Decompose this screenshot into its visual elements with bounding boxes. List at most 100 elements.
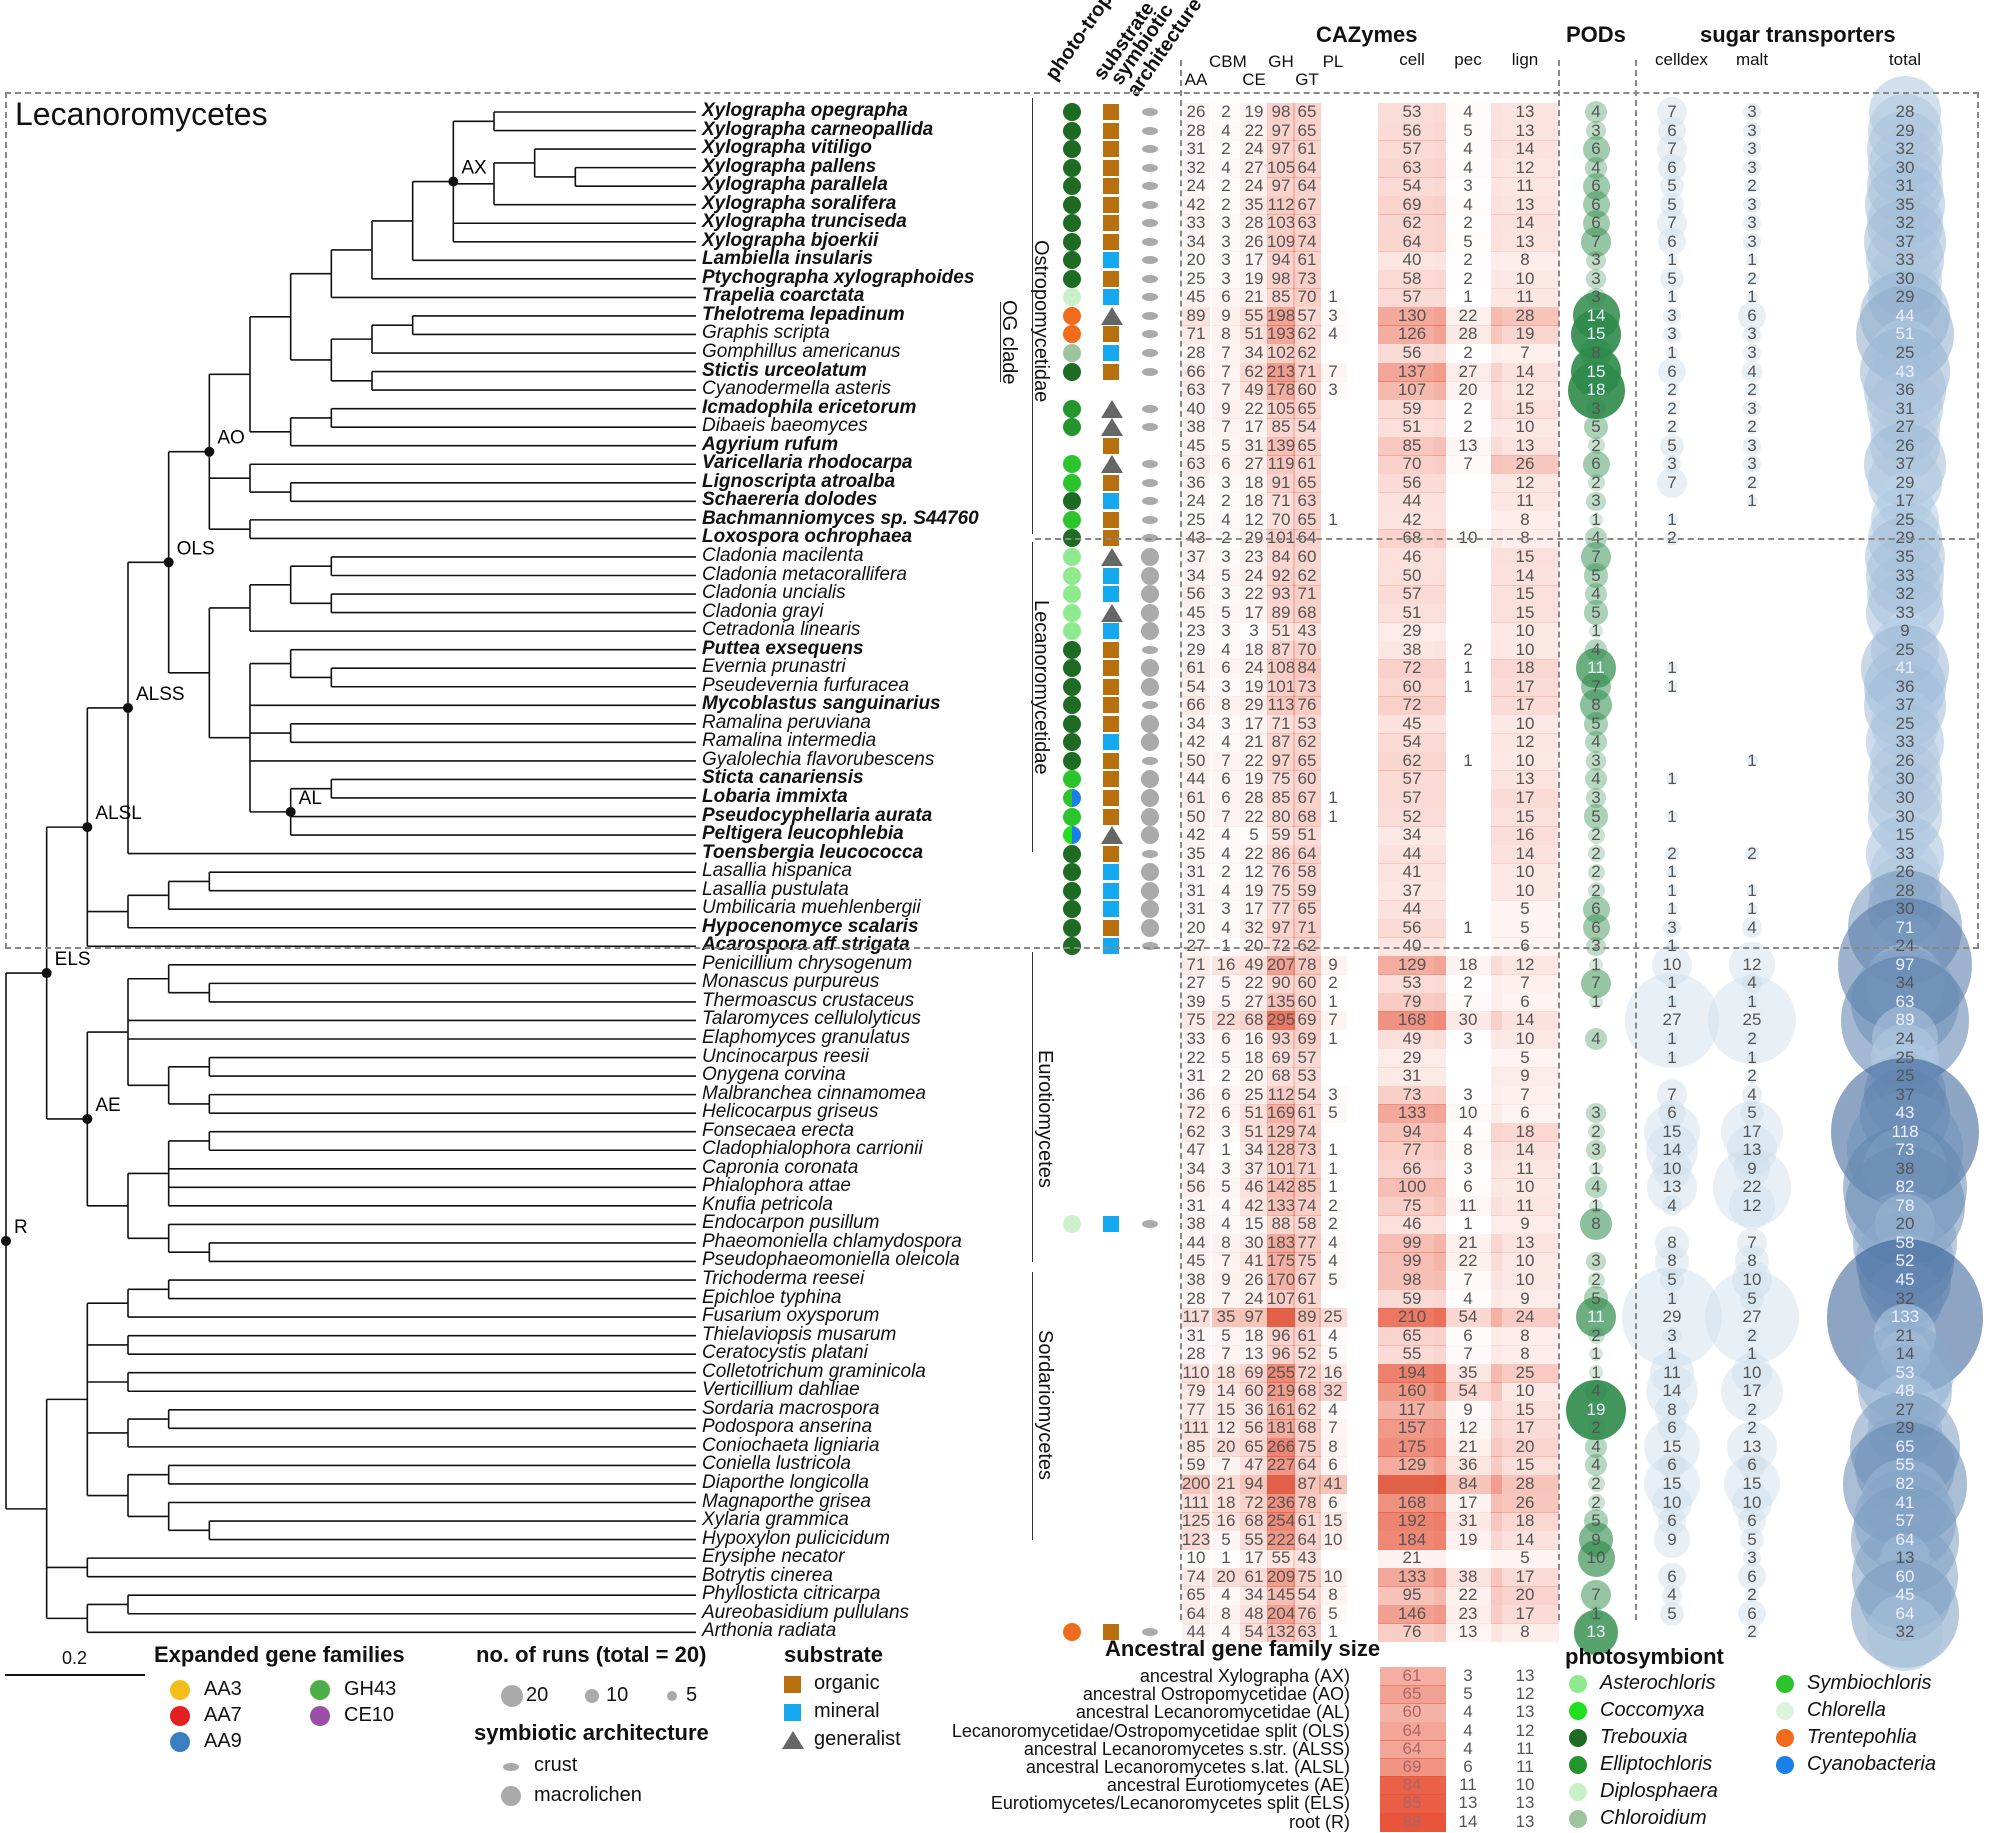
ancestral-lign: 12 <box>1515 1720 1535 1740</box>
value-GT: 63 <box>1297 213 1317 233</box>
value-lign: 28 <box>1515 305 1535 325</box>
column-header-malt: malt <box>1735 50 1769 69</box>
legend-runs-title: no. of runs (total = 20) <box>476 1642 707 1667</box>
value-lign: 5 <box>1520 1047 1530 1067</box>
value-malt: 3 <box>1747 343 1757 363</box>
value-malt: 25 <box>1742 1010 1762 1030</box>
value-celldex: 14 <box>1662 1140 1682 1160</box>
value-AA: 27 <box>1186 973 1206 993</box>
species-name: Stictis urceolatum <box>702 359 867 381</box>
transporter-bubble <box>1744 382 1760 398</box>
value-malt: 2 <box>1747 1399 1757 1419</box>
pod-bubble <box>1586 936 1606 957</box>
value-PODs: 8 <box>1591 1214 1601 1234</box>
crust-icon <box>1142 182 1158 191</box>
transporter-bubble <box>1720 1100 1784 1163</box>
transporter-bubble <box>1666 347 1678 359</box>
heat-cell <box>1378 140 1446 160</box>
runs-size-icon <box>667 1691 677 1701</box>
legend-expanded-item: AA9 <box>204 1730 242 1752</box>
value-celldex: 5 <box>1667 1270 1677 1290</box>
pod-bubble <box>1586 1103 1606 1123</box>
transporter-bubble <box>1660 266 1684 291</box>
value-CE: 51 <box>1244 324 1264 344</box>
value-PODs: 4 <box>1591 1381 1601 1401</box>
value-lign: 14 <box>1515 1010 1535 1030</box>
heat-cell <box>1293 103 1321 122</box>
value-lign: 10 <box>1515 1029 1535 1048</box>
value-malt: 2 <box>1747 1325 1757 1345</box>
value-celldex: 13 <box>1662 1177 1682 1197</box>
pod-bubble <box>1588 1346 1604 1362</box>
heat-cell <box>1212 362 1240 382</box>
mineral-icon <box>784 1704 801 1721</box>
value-lign: 20 <box>1515 1585 1535 1605</box>
value-GT: 73 <box>1297 268 1317 288</box>
substrate-organic-icon <box>1103 196 1119 213</box>
legend-photo-item: Symbiochloris <box>1807 1672 1932 1694</box>
value-lign: 19 <box>1515 324 1535 344</box>
photobiont-trebouxia-icon <box>1063 140 1081 159</box>
pod-bubble <box>1567 361 1625 419</box>
value-total: 38 <box>1895 1158 1915 1178</box>
pod-bubble <box>1586 250 1606 271</box>
transporter-bubble <box>1744 419 1760 435</box>
value-celldex: 11 <box>1663 1362 1681 1382</box>
value-PODs: 2 <box>1591 1473 1601 1493</box>
transporter-bubble <box>1740 1527 1764 1552</box>
value-cell: 160 <box>1397 1381 1427 1401</box>
node-label: AX <box>461 158 487 179</box>
value-CBM: 6 <box>1221 287 1231 307</box>
value-malt: 6 <box>1747 305 1757 325</box>
pod-bubble <box>1586 1140 1606 1160</box>
transporter-bubble <box>1660 433 1684 458</box>
transporter-bubble <box>1743 103 1761 121</box>
heat-cell <box>1378 232 1446 252</box>
crust-icon <box>1142 367 1158 376</box>
value-AA: 56 <box>1186 1177 1206 1197</box>
heat-cell <box>1212 344 1240 364</box>
value-GH: 97 <box>1271 139 1291 159</box>
value-CE: 21 <box>1244 287 1264 307</box>
value-cell: 73 <box>1402 1084 1422 1104</box>
value-pec: 3 <box>1463 1158 1473 1178</box>
pod-bubble <box>1587 1475 1605 1493</box>
value-PODs: 1 <box>1591 1603 1601 1623</box>
transporter-bubble <box>1621 1266 1723 1368</box>
substrate-organic-icon <box>1103 122 1119 139</box>
value-total: 78 <box>1895 1195 1915 1215</box>
value-cell: 57 <box>1402 287 1422 307</box>
value-PODs: 13 <box>1586 1622 1606 1642</box>
legend-expanded-item: AA3 <box>204 1678 242 1700</box>
value-lign: 11 <box>1516 1158 1534 1178</box>
value-lign: 10 <box>1515 268 1535 288</box>
value-malt: 10 <box>1742 1492 1762 1512</box>
value-pec: 7 <box>1463 991 1473 1011</box>
pod-bubble <box>1583 711 1609 737</box>
value-PODs: 1 <box>1591 1362 1601 1382</box>
species-name: Hypoxylon pulicicidum <box>702 1527 890 1549</box>
node-label: AL <box>299 788 322 809</box>
heat-cell <box>1240 121 1268 141</box>
species-name: Phaeomoniella chlamydospora <box>702 1230 962 1252</box>
value-pec: 9 <box>1463 1399 1473 1419</box>
species-name: Coniochaeta ligniaria <box>702 1434 880 1456</box>
heat-cell <box>1491 177 1559 197</box>
heat-cell <box>1182 306 1210 326</box>
heat-cell <box>1182 362 1210 382</box>
value-PODs: 1 <box>1591 1158 1601 1178</box>
value-lign: 9 <box>1520 1214 1530 1234</box>
photobiont-trentepohlia-icon <box>1063 325 1081 344</box>
value-total: 82 <box>1895 1473 1915 1493</box>
value-total: 45 <box>1895 1585 1915 1605</box>
transporter-bubble <box>1740 1101 1764 1126</box>
pod-bubble <box>1581 968 1611 999</box>
value-pec: 84 <box>1458 1473 1478 1493</box>
substrate-organic-icon <box>1103 215 1119 232</box>
value-celldex: 6 <box>1667 1511 1677 1531</box>
pod-bubble <box>1587 474 1605 492</box>
value-PL: 5 <box>1328 1344 1338 1364</box>
transporter-bubble <box>1743 325 1761 344</box>
species-name: Ceratocystis platani <box>702 1342 868 1364</box>
transporter-bubble <box>1666 662 1678 674</box>
